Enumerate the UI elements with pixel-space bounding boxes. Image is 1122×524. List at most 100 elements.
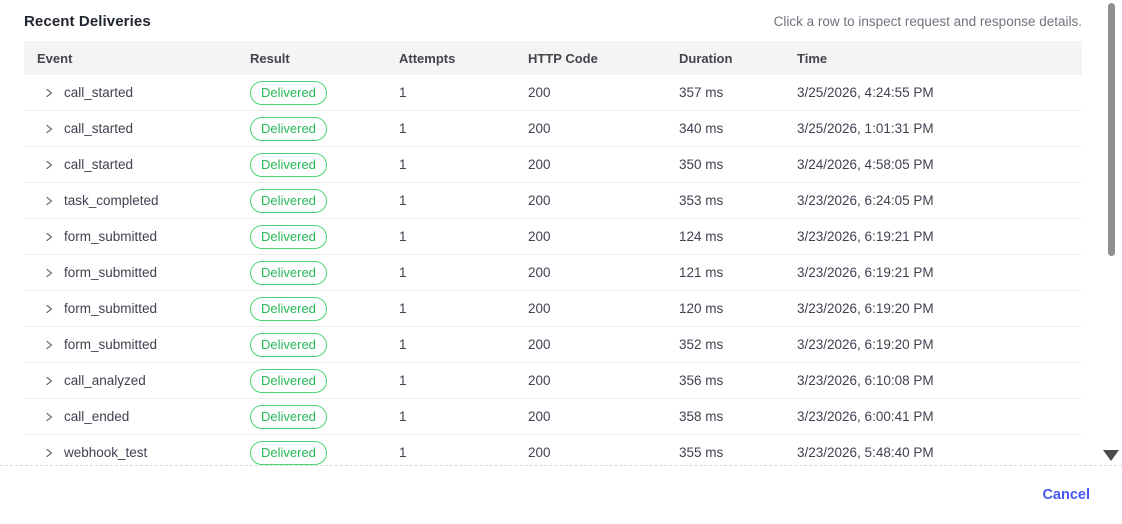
panel-title: Recent Deliveries [24,13,151,30]
http-code-cell: 200 [528,265,551,280]
event-cell: form_submitted [37,337,250,352]
attempts-cell: 1 [399,337,407,352]
result-cell: Delivered [250,332,399,357]
chevron-right-icon [44,448,54,458]
time-cell: 3/25/2026, 1:01:31 PM [797,121,934,136]
status-badge: Delivered [250,332,327,357]
duration-cell: 358 ms [679,409,724,424]
time-cell: 3/23/2026, 6:00:41 PM [797,409,934,424]
event-cell: task_completed [37,193,250,208]
duration-cell: 352 ms [679,337,724,352]
time-cell: 3/23/2026, 6:24:05 PM [797,193,934,208]
table-row[interactable]: form_submitted Delivered 1 200 124 ms 3/… [24,219,1082,255]
duration-cell: 340 ms [679,121,724,136]
duration-cell: 357 ms [679,85,724,100]
result-cell: Delivered [250,116,399,141]
event-cell: form_submitted [37,229,250,244]
event-name: form_submitted [64,229,158,244]
chevron-right-icon [44,268,54,278]
chevron-right-icon [44,304,54,314]
table-row[interactable]: call_analyzed Delivered 1 200 356 ms 3/2… [24,363,1082,399]
attempts-cell: 1 [399,121,407,136]
http-code-cell: 200 [528,409,551,424]
chevron-right-icon [44,160,54,170]
deliveries-table: Event Result Attempts HTTP Code Duration Time… [24,41,1082,465]
table-row[interactable]: call_started Delivered 1 200 340 ms 3/25… [24,111,1082,147]
column-header: HTTP Code [528,50,598,66]
status-badge: Delivered [250,116,327,141]
time-cell: 3/23/2026, 6:19:20 PM [797,337,934,352]
duration-cell: 124 ms [679,229,724,244]
result-cell: Delivered [250,296,399,321]
event-cell: webhook_test [37,445,250,460]
event-name: webhook_test [64,445,148,460]
result-cell: Delivered [250,440,399,465]
time-cell: 3/23/2026, 6:10:08 PM [797,373,934,388]
status-badge: Delivered [250,224,327,249]
http-code-cell: 200 [528,121,551,136]
time-cell: 3/23/2026, 6:19:20 PM [797,301,934,316]
attempts-cell: 1 [399,85,407,100]
time-cell: 3/25/2026, 4:24:55 PM [797,85,934,100]
event-cell: call_started [37,121,250,136]
attempts-cell: 1 [399,373,407,388]
status-badge: Delivered [250,368,327,393]
cancel-button[interactable]: Cancel [1042,486,1090,503]
event-name: call_analyzed [64,373,146,388]
table-row[interactable]: webhook_test Delivered 1 200 355 ms 3/23… [24,435,1082,465]
table-row[interactable]: form_submitted Delivered 1 200 121 ms 3/… [24,255,1082,291]
chevron-right-icon [44,340,54,350]
http-code-cell: 200 [528,157,551,172]
column-header: Attempts [399,50,456,66]
attempts-cell: 1 [399,157,407,172]
table-header-row: Event Result Attempts HTTP Code Duration Time [24,41,1082,75]
table-row[interactable]: task_completed Delivered 1 200 353 ms 3/… [24,183,1082,219]
attempts-cell: 1 [399,409,407,424]
result-cell: Delivered [250,188,399,213]
duration-cell: 120 ms [679,301,724,316]
chevron-right-icon [44,376,54,386]
event-cell: call_analyzed [37,373,250,388]
status-badge: Delivered [250,152,327,177]
duration-cell: 356 ms [679,373,724,388]
result-cell: Delivered [250,368,399,393]
event-name: call_ended [64,409,130,424]
scroll-down-arrow-icon[interactable] [1103,450,1119,461]
http-code-cell: 200 [528,373,551,388]
table-row[interactable]: form_submitted Delivered 1 200 120 ms 3/… [24,291,1082,327]
time-cell: 3/23/2026, 6:19:21 PM [797,265,934,280]
scrollbar-thumb[interactable] [1108,3,1115,256]
attempts-cell: 1 [399,229,407,244]
result-cell: Delivered [250,152,399,177]
event-cell: form_submitted [37,265,250,280]
chevron-right-icon [44,124,54,134]
panel-header: Recent Deliveries Click a row to inspect… [0,0,1122,41]
table-row[interactable]: call_ended Delivered 1 200 358 ms 3/23/2… [24,399,1082,435]
result-cell: Delivered [250,224,399,249]
column-header: Duration [679,50,733,66]
event-cell: call_started [37,85,250,100]
column-header: Result [250,50,290,66]
event-cell: call_ended [37,409,250,424]
duration-cell: 121 ms [679,265,724,280]
attempts-cell: 1 [399,445,407,460]
table-row[interactable]: form_submitted Delivered 1 200 352 ms 3/… [24,327,1082,363]
table-row[interactable]: call_started Delivered 1 200 350 ms 3/24… [24,147,1082,183]
column-header: Event [37,50,73,66]
table-row[interactable]: call_started Delivered 1 200 357 ms 3/25… [24,75,1082,111]
result-cell: Delivered [250,260,399,285]
duration-cell: 350 ms [679,157,724,172]
result-cell: Delivered [250,404,399,429]
attempts-cell: 1 [399,193,407,208]
status-badge: Delivered [250,188,327,213]
event-cell: call_started [37,157,250,172]
chevron-right-icon [44,88,54,98]
http-code-cell: 200 [528,337,551,352]
event-name: form_submitted [64,301,158,316]
http-code-cell: 200 [528,301,551,316]
panel-hint: Click a row to inspect request and respo… [773,14,1082,29]
status-badge: Delivered [250,260,327,285]
event-name: call_started [64,157,134,172]
attempts-cell: 1 [399,301,407,316]
chevron-right-icon [44,412,54,422]
